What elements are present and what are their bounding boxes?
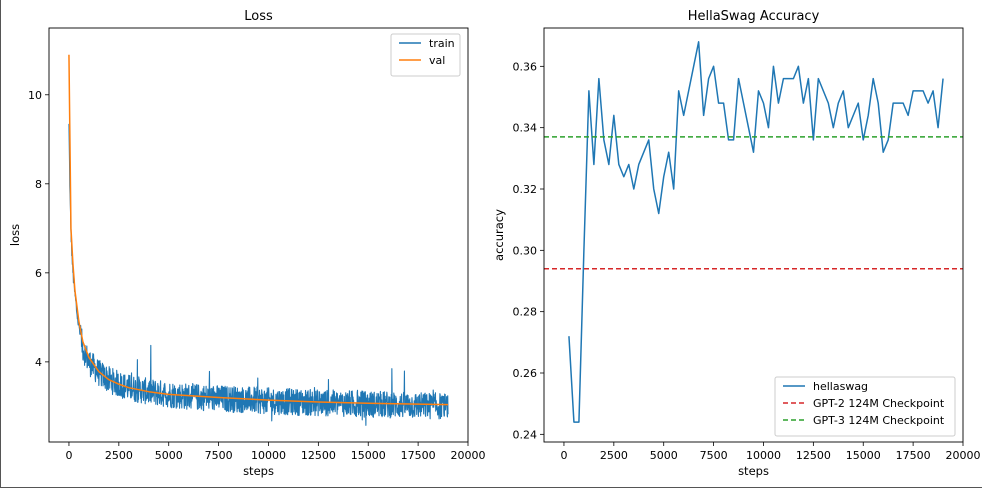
y-tick-label: 0.28 <box>513 306 538 319</box>
x-tick-label: 2500 <box>600 449 628 462</box>
y-tick-label: 0.34 <box>513 122 538 135</box>
x-tick-label: 5000 <box>155 449 183 462</box>
x-tick-label: 7500 <box>700 449 728 462</box>
x-tick-label: 5000 <box>650 449 678 462</box>
y-tick-label: 8 <box>35 178 42 191</box>
x-tick-label: 12500 <box>796 449 831 462</box>
chart-title: HellaSwag Accuracy <box>688 9 820 24</box>
plot-area <box>68 54 449 426</box>
x-tick-label: 17500 <box>896 449 931 462</box>
series-line-train <box>68 123 449 426</box>
legend-label: train <box>429 37 455 50</box>
y-tick-label: 0.30 <box>513 244 538 257</box>
x-tick-label: 15000 <box>351 449 386 462</box>
legend-label: hellaswag <box>813 380 868 393</box>
legend: train val <box>390 33 461 77</box>
legend: hellaswag GPT-2 124M Checkpoint GPT-3 124M… <box>774 376 956 437</box>
legend-label: GPT-3 124M Checkpoint <box>813 414 945 427</box>
x-tick-label: 20000 <box>946 449 981 462</box>
x-tick-label: 0 <box>560 449 567 462</box>
x-tick-label: 10000 <box>746 449 781 462</box>
x-tick-label: 17500 <box>401 449 436 462</box>
x-tick-label: 2500 <box>105 449 133 462</box>
legend-label: val <box>429 54 445 67</box>
series-line-hellaswag <box>568 41 944 423</box>
x-tick-label: 20000 <box>451 449 486 462</box>
legend-label: GPT-2 124M Checkpoint <box>813 397 945 410</box>
legend-box <box>774 376 956 437</box>
y-tick-label: 0.36 <box>513 60 538 73</box>
y-tick-label: 6 <box>35 267 42 280</box>
chart-hellaswag: HellaSwag Accuracy 0 2500 5000 7500 10000 1250… <box>492 9 981 478</box>
y-axis-label: accuracy <box>492 209 506 261</box>
legend-box <box>390 33 461 77</box>
plot-frame <box>48 27 469 443</box>
x-tick-label: 7500 <box>205 449 233 462</box>
x-axis-label: steps <box>243 464 274 478</box>
y-tick-label: 4 <box>35 356 42 369</box>
y-tick-label: 0.26 <box>513 367 538 380</box>
x-tick-label: 10000 <box>251 449 286 462</box>
x-tick-label: 15000 <box>846 449 881 462</box>
x-tick-label: 0 <box>65 449 72 462</box>
series-line-val <box>68 54 449 406</box>
y-tick-label: 0.32 <box>513 183 538 196</box>
y-axis-label: loss <box>8 224 22 246</box>
plot-frame <box>543 27 964 443</box>
chart-title: Loss <box>244 9 273 24</box>
plot-area <box>544 41 963 423</box>
x-tick-label: 12500 <box>301 449 336 462</box>
x-axis-label: steps <box>738 464 769 478</box>
y-tick-label: 0.24 <box>513 428 538 441</box>
chart-loss: Loss 0 2500 5000 7500 10000 12500 15000 17500 200… <box>8 9 486 478</box>
y-tick-label: 10 <box>28 89 42 102</box>
